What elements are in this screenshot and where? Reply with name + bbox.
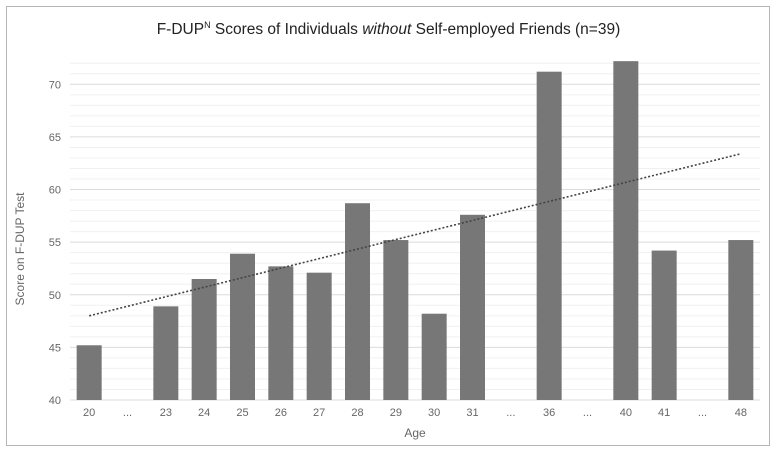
y-tick-label: 40 (49, 395, 61, 407)
bar (613, 61, 638, 400)
bar (652, 251, 677, 400)
bar (77, 345, 102, 400)
y-tick-label: 50 (49, 290, 61, 302)
bar (422, 314, 447, 400)
x-tick-label: 26 (275, 407, 287, 419)
bar (460, 215, 485, 400)
x-tick-label: 27 (313, 407, 325, 419)
x-axis-label: Age (404, 426, 426, 440)
y-axis-label: Score on F-DUP Test (13, 192, 27, 306)
x-tick-label: 40 (620, 407, 632, 419)
x-tick-label: ... (583, 407, 592, 419)
x-tick-label: 28 (351, 407, 363, 419)
x-tick-label: 41 (658, 407, 670, 419)
x-tick-label: 24 (198, 407, 210, 419)
bar (307, 273, 332, 400)
x-tick-label: 36 (543, 407, 555, 419)
bar (383, 240, 408, 400)
y-tick-label: 45 (49, 342, 61, 354)
bars (77, 61, 754, 400)
x-axis-ticks: 20... 23 24 25 26 27 28 29 30 31... 36... 40 41... 48 (83, 407, 747, 419)
y-axis-ticks: 40 45 50 55 60 65 70 (49, 79, 61, 407)
x-tick-label: 48 (735, 407, 747, 419)
x-tick-label: 20 (83, 407, 95, 419)
y-tick-label: 70 (49, 79, 61, 91)
bar (153, 306, 178, 400)
bar (728, 240, 753, 400)
trendline (89, 154, 741, 316)
y-tick-label: 65 (49, 132, 61, 144)
bar (345, 203, 370, 400)
x-tick-label: 29 (390, 407, 402, 419)
y-tick-label: 60 (49, 185, 61, 197)
x-tick-label: 30 (428, 407, 440, 419)
x-tick-label: ... (506, 407, 515, 419)
x-tick-label: 23 (160, 407, 172, 419)
bar (192, 279, 217, 400)
y-tick-label: 55 (49, 237, 61, 249)
x-tick-label: ... (123, 407, 132, 419)
x-tick-label: 25 (236, 407, 248, 419)
bar (268, 266, 293, 400)
x-tick-label: 31 (466, 407, 478, 419)
bar (230, 254, 255, 400)
x-tick-label: ... (698, 407, 707, 419)
bar (537, 72, 562, 400)
